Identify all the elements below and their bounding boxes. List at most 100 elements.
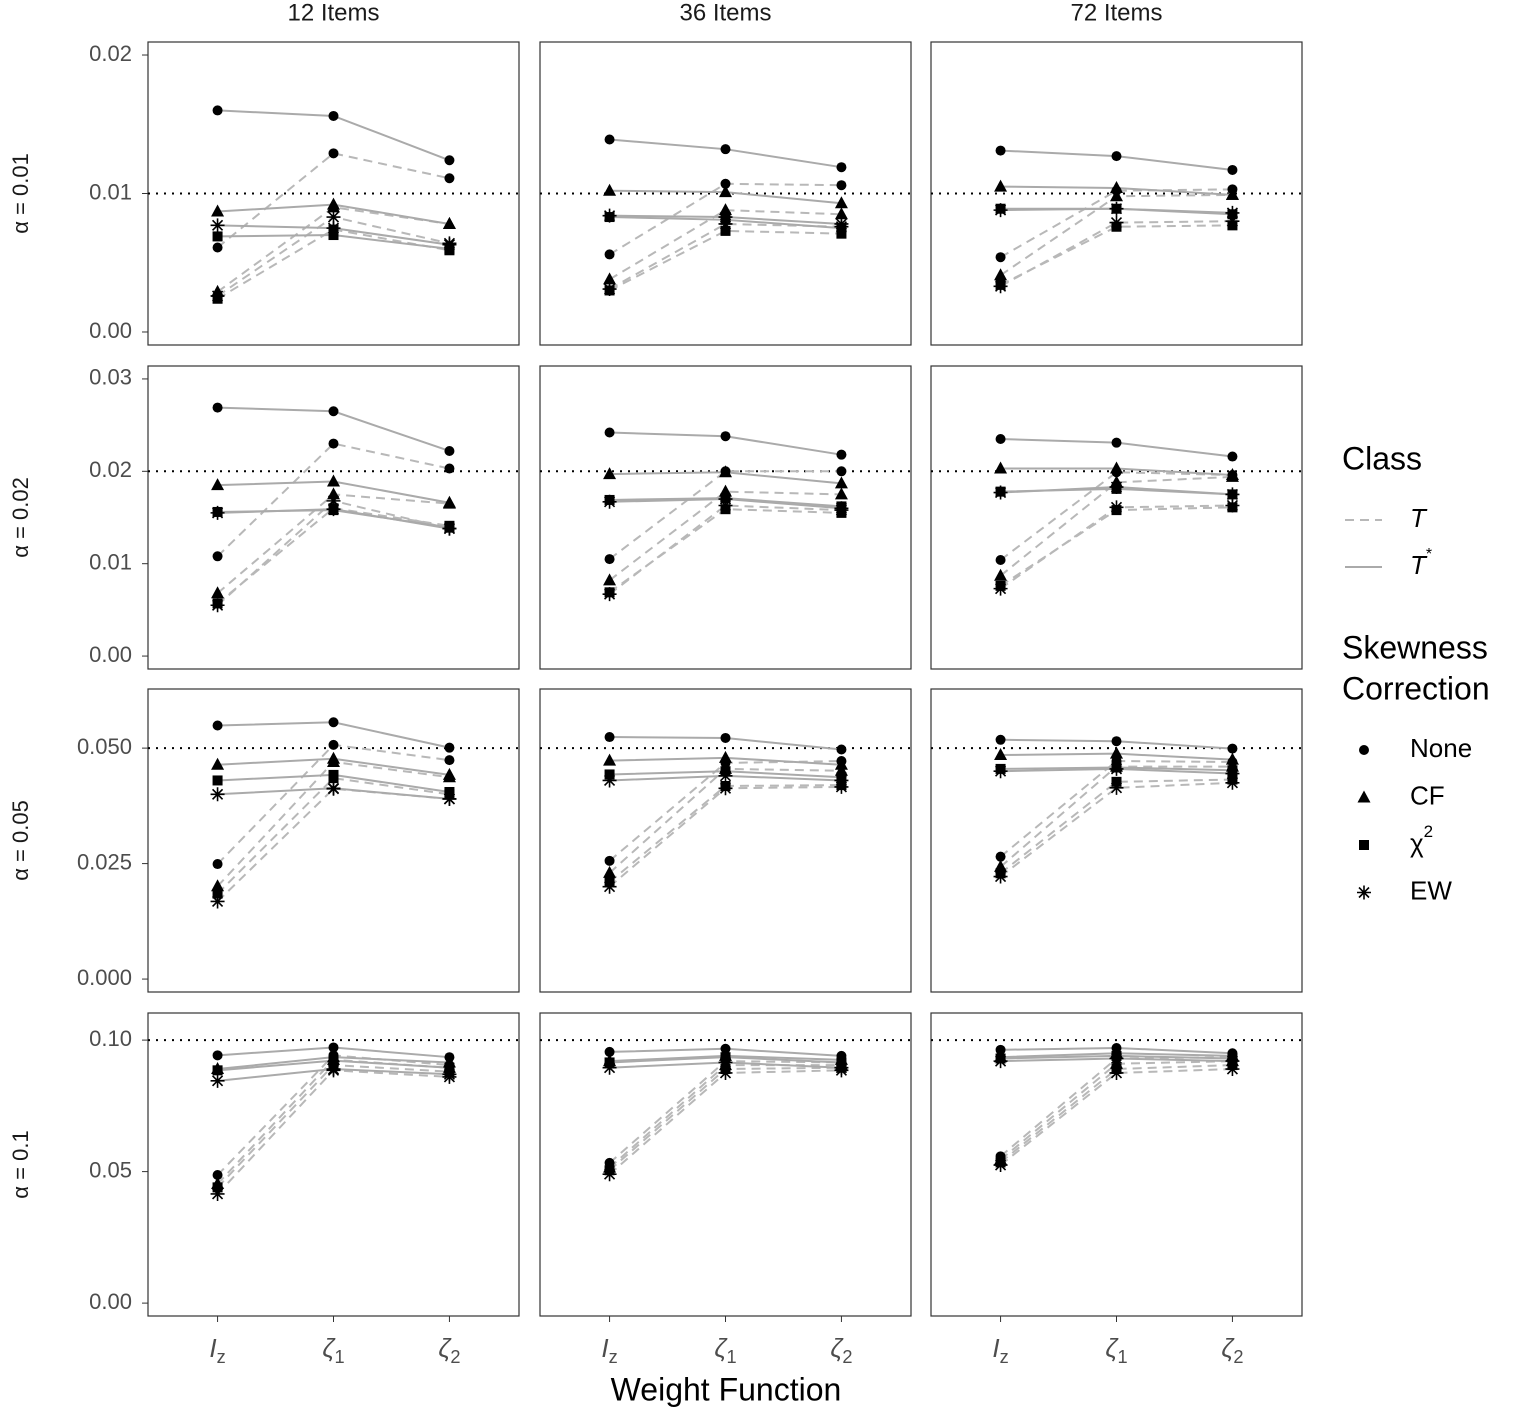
point [1227,743,1238,754]
point [993,1158,1008,1173]
point [327,474,340,487]
point [993,203,1008,218]
point [1111,437,1122,448]
point [718,1055,733,1070]
point [328,438,339,449]
series-line [216,777,450,895]
point [603,467,617,480]
point [326,221,341,236]
point [993,581,1008,596]
point [836,744,847,755]
point [211,757,225,770]
x-tick-label: ζ2 [438,1333,460,1367]
y-tick-label: 0.01 [89,179,132,204]
point [834,216,849,231]
point [1359,745,1369,755]
x-tick-label-symbol: ζ [322,1333,336,1363]
x-tick-label-subscript: 2 [1233,1347,1243,1367]
row-label: α = 0.02 [8,477,33,558]
point [444,445,455,456]
y-tick-label: 0.00 [89,1289,132,1314]
panel [147,688,520,993]
point [328,1055,339,1066]
legend-label: χ2 [1410,822,1433,857]
point [1359,840,1369,850]
point [994,268,1008,281]
point [836,180,847,191]
point [993,869,1008,884]
point [1109,780,1124,795]
point [326,210,341,225]
point [1357,885,1371,900]
point [718,1065,733,1080]
point [211,478,225,491]
point [1225,752,1239,765]
point [326,1062,341,1077]
legend-label-text: EW [1410,875,1452,905]
point [1109,201,1124,216]
point [602,1167,617,1182]
point [604,427,615,438]
point [993,764,1008,779]
x-tick-label-symbol: I [601,1333,608,1363]
point [210,505,225,520]
panel [539,365,912,670]
panel [930,688,1303,993]
y-tick-label: 0.025 [77,849,132,874]
legend-label-text: T [1410,550,1428,580]
point [834,207,848,220]
point [603,573,617,586]
column-label: 36 Items [679,0,771,26]
point [212,1170,223,1181]
point [327,487,340,500]
point [328,1042,339,1053]
point [602,494,617,509]
point [719,185,732,198]
x-tick-label-symbol: ζ [830,1333,844,1363]
x-tick-label-subscript: z [217,1347,226,1367]
point [328,110,339,121]
point [995,433,1006,444]
point [212,105,223,116]
point [1110,180,1123,193]
point [994,568,1008,581]
row-label: α = 0.1 [8,1130,33,1198]
x-tick-label-symbol: I [992,1333,999,1363]
point [718,210,733,225]
x-tick-label-symbol: ζ [1105,1333,1119,1363]
series-line [999,1064,1233,1164]
point [1109,761,1124,776]
point [995,1044,1006,1055]
point [719,750,732,763]
point [1225,775,1240,790]
point [1227,164,1238,175]
point [834,1060,849,1075]
y-tick-label: 0.00 [89,318,132,343]
point [212,551,223,562]
point [210,218,225,233]
point [212,1065,223,1076]
point [1225,1054,1240,1069]
point [211,879,225,892]
point [995,851,1006,862]
row-label: α = 0.05 [8,800,33,881]
point [442,237,457,252]
point [212,720,223,731]
point [444,755,455,766]
point [604,134,615,145]
x-tick-label-subscript: z [1000,1347,1009,1367]
point [442,767,456,780]
point [718,768,733,783]
point [212,242,223,253]
x-tick-label-subscript: 1 [726,1347,736,1367]
x-tick-label: ζ1 [322,1333,344,1367]
point [1111,151,1122,162]
panel [930,365,1303,670]
point [719,203,732,216]
series-line [999,1068,1233,1166]
x-tick-label-subscript: z [609,1347,618,1367]
point [602,1060,617,1075]
series-line [216,152,450,249]
point [720,732,731,743]
point [718,781,733,796]
